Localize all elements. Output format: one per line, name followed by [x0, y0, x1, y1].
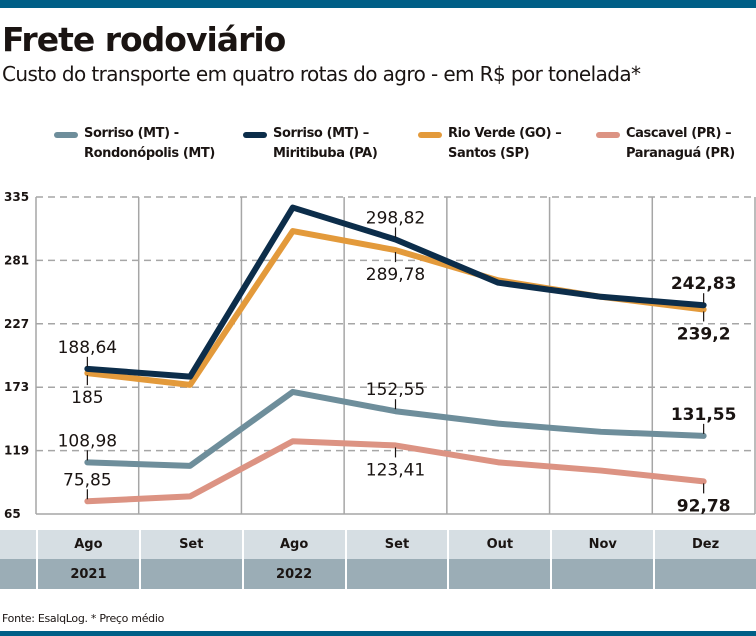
data-label: 185 — [71, 388, 103, 408]
legend-label: Rio Verde (GO) – Santos (SP) — [448, 124, 562, 164]
bottom-brand-bar — [0, 631, 756, 636]
x-axis-spacer — [0, 530, 36, 559]
legend-swatch — [418, 132, 442, 138]
data-label: 131,55 — [671, 405, 737, 425]
data-label: 75,85 — [63, 470, 112, 490]
legend-swatch — [54, 132, 78, 138]
legend-label: Cascavel (PR) – Paranaguá (PR) — [626, 124, 735, 164]
legend-label-line: Cascavel (PR) – — [626, 126, 732, 141]
legend-label-line: Sorriso (MT) – — [273, 126, 369, 141]
data-label: 188,64 — [58, 338, 117, 358]
x-year-label — [138, 559, 242, 589]
chart-subtitle: Custo do transporte em quatro rotas do a… — [2, 62, 641, 86]
legend-swatch — [243, 132, 267, 138]
x-year-label: 2021 — [35, 559, 139, 589]
y-tick-label: 173 — [4, 380, 29, 394]
x-year-label — [447, 559, 550, 589]
x-tick-label: Out — [447, 530, 550, 559]
y-tick-label: 119 — [4, 444, 29, 458]
x-tick-label: Dez — [653, 530, 756, 559]
y-tick-label: 227 — [4, 317, 29, 331]
data-label: 298,82 — [366, 208, 425, 228]
y-tick-label: 335 — [4, 190, 29, 204]
source-note: Fonte: EsalqLog. * Preço médio — [2, 612, 165, 625]
legend-item-sorriso-rondonopolis: Sorriso (MT) - Rondonópolis (MT) — [54, 124, 215, 164]
x-axis-years-row: 2021 2022 — [0, 559, 756, 589]
legend-label-line: Rio Verde (GO) – — [448, 126, 562, 141]
data-label: 92,78 — [677, 496, 731, 516]
x-year-label: 2022 — [241, 559, 345, 589]
legend-item-cascavel-paranagua: Cascavel (PR) – Paranaguá (PR) — [596, 124, 735, 164]
legend-label: Sorriso (MT) – Miritibuba (PA) — [273, 124, 378, 164]
top-brand-bar — [0, 0, 756, 8]
x-axis-months-row: Ago Set Ago Set Out Nov Dez — [0, 530, 756, 559]
legend-label-line: Miritibuba (PA) — [273, 146, 378, 161]
legend-item-rioverde-santos: Rio Verde (GO) – Santos (SP) — [418, 124, 562, 164]
data-label: 242,83 — [671, 274, 737, 294]
legend: Sorriso (MT) - Rondonópolis (MT) Sorriso… — [0, 124, 756, 168]
legend-label-line: Santos (SP) — [448, 146, 530, 161]
line-chart: 335 281 227 173 119 65 108,98 152,55 131,55 188,6… — [4, 190, 756, 521]
y-tick-label: 65 — [4, 507, 21, 521]
x-tick-label: Ago — [35, 530, 139, 559]
legend-label-line: Rondonópolis (MT) — [84, 146, 215, 161]
chart-title: Frete rodoviário — [2, 20, 286, 59]
legend-label: Sorriso (MT) - Rondonópolis (MT) — [84, 124, 215, 164]
x-tick-label: Nov — [550, 530, 653, 559]
data-label: 108,98 — [58, 431, 117, 451]
y-tick-label: 281 — [4, 253, 29, 267]
x-tick-label: Set — [344, 530, 448, 559]
x-axis-spacer — [0, 559, 36, 589]
data-label: 289,78 — [366, 265, 425, 285]
data-label: 152,55 — [366, 380, 425, 400]
legend-item-sorriso-miritibuba: Sorriso (MT) – Miritibuba (PA) — [243, 124, 378, 164]
x-year-label — [653, 559, 756, 589]
data-label: 239,2 — [677, 324, 731, 344]
x-axis-band: Ago Set Ago Set Out Nov Dez 2021 2022 — [0, 530, 756, 589]
x-tick-label: Set — [138, 530, 242, 559]
data-label: 123,41 — [366, 460, 425, 480]
x-year-label — [344, 559, 448, 589]
legend-label-line: Paranaguá (PR) — [626, 146, 735, 161]
legend-swatch — [596, 132, 620, 138]
legend-label-line: Sorriso (MT) - — [84, 126, 179, 141]
x-tick-label: Ago — [241, 530, 345, 559]
x-year-label — [550, 559, 653, 589]
